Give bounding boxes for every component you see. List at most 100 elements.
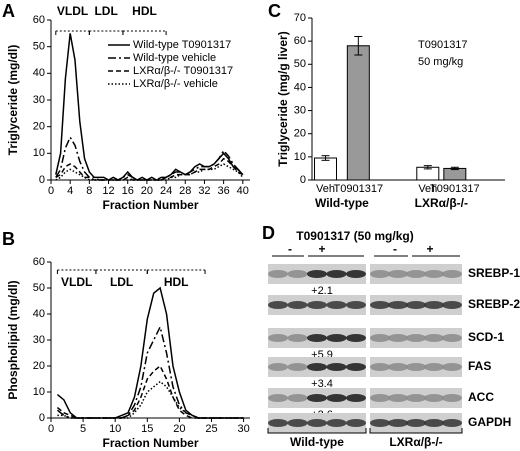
blot-band — [346, 301, 366, 309]
y-tick-label: 0 — [39, 174, 45, 186]
x-tick-label: 0 — [48, 423, 54, 435]
x-tick-label: 16 — [122, 185, 134, 197]
blot-band — [442, 301, 462, 309]
blot-band — [442, 334, 462, 342]
blot-band — [307, 334, 327, 342]
blot-band — [388, 363, 408, 371]
blot-band — [326, 394, 347, 402]
x-tick-label: 0 — [48, 185, 54, 197]
blot-band — [346, 363, 366, 371]
series-line — [56, 324, 244, 419]
bar — [314, 157, 338, 181]
series-line — [55, 163, 244, 181]
blot-band — [307, 270, 327, 278]
blot-band — [370, 419, 390, 427]
blot-band — [326, 301, 347, 309]
group-label: Wild-type — [315, 196, 369, 210]
y-tick-label: 20 — [33, 360, 45, 372]
blot-band — [442, 363, 462, 371]
annotation: 50 mg/kg — [418, 56, 463, 68]
blot-band — [287, 363, 308, 371]
y-tick-label: 30 — [33, 334, 45, 346]
panel-letter: D — [262, 223, 275, 243]
blot-band — [268, 394, 288, 402]
y-axis-label: Triglyceride (mg/dl) — [6, 45, 20, 156]
y-tick-label: 50 — [294, 58, 306, 70]
group-bracket — [369, 428, 463, 434]
group-bracket — [267, 428, 367, 434]
blot-band — [406, 363, 426, 371]
panel-letter: A — [2, 1, 15, 21]
x-tick-label: 8 — [86, 185, 92, 197]
blot-band — [388, 301, 408, 309]
blot-band — [326, 363, 347, 371]
blot-band — [424, 270, 444, 278]
lane-label: + — [426, 242, 433, 256]
lane-label: + — [318, 242, 325, 256]
x-tick-label: 24 — [160, 185, 172, 197]
x-tick-label: 15 — [141, 423, 153, 435]
blot-band — [307, 419, 327, 427]
legend-label: LXRα/β-/- vehicle — [133, 78, 218, 90]
y-tick-label: 50 — [33, 282, 45, 294]
x-tick-label: Veh — [316, 183, 335, 195]
x-tick-label: T0901317 — [334, 183, 384, 195]
y-tick-label: 60 — [33, 14, 45, 26]
blot-band — [268, 363, 288, 371]
legend-label: LXRα/β-/- T0901317 — [133, 65, 233, 77]
y-tick-label: 20 — [33, 121, 45, 133]
y-tick-label: 10 — [294, 151, 306, 163]
y-tick-label: 30 — [294, 104, 306, 116]
blot-band — [370, 270, 390, 278]
blot-band — [442, 419, 462, 427]
bar — [443, 167, 467, 181]
annotation: T0901317 — [418, 39, 468, 51]
x-tick-label: 28 — [179, 185, 191, 197]
group-label: LXRα/β-/- — [415, 196, 468, 210]
region-label: LDL — [94, 4, 117, 18]
blot-band — [326, 270, 347, 278]
region-label: LDL — [110, 275, 133, 289]
x-tick-label: 4 — [67, 185, 73, 197]
group-label: Wild-type — [290, 435, 344, 449]
series-line — [55, 157, 244, 181]
blot-band — [370, 394, 390, 402]
y-tick-label: 10 — [33, 147, 45, 159]
y-tick-label: 0 — [39, 412, 45, 424]
fold-change: +2.1 — [311, 285, 333, 297]
legend-label: Wild-type T0901317 — [133, 39, 231, 51]
group-label: LXRα/β-/- — [389, 435, 442, 449]
y-tick-label: 40 — [33, 67, 45, 79]
x-tick-label: Veh — [418, 183, 437, 195]
bar — [346, 45, 370, 181]
x-tick-label: 5 — [80, 423, 86, 435]
x-tick-label: 20 — [173, 423, 185, 435]
blot-band — [424, 394, 444, 402]
blot-band — [388, 334, 408, 342]
x-tick-label: 12 — [102, 185, 114, 197]
x-tick-label: T0901317 — [430, 183, 480, 195]
blot-band — [406, 419, 426, 427]
blot-band — [287, 270, 308, 278]
y-tick-label: 70 — [294, 12, 306, 24]
series-line — [55, 33, 244, 181]
region-label: HDL — [132, 4, 157, 18]
blot-band — [424, 301, 444, 309]
blot-band — [346, 270, 366, 278]
blot-band — [406, 394, 426, 402]
blot-band — [424, 419, 444, 427]
treatment-label: T0901317 (50 mg/kg) — [296, 229, 413, 243]
y-tick-label: 10 — [33, 386, 45, 398]
y-axis-label: Triglyceride (mg/g liver) — [276, 31, 290, 166]
x-tick-label: 36 — [218, 185, 230, 197]
panel-letter: C — [268, 1, 281, 21]
blot-band — [442, 394, 462, 402]
y-tick-label: 40 — [33, 308, 45, 320]
x-tick-label: 10 — [109, 423, 121, 435]
x-tick-label: 40 — [237, 185, 249, 197]
region-label: VLDL — [57, 4, 88, 18]
blot-band — [370, 363, 390, 371]
y-tick-label: 30 — [33, 94, 45, 106]
row-label: GAPDH — [468, 415, 511, 429]
y-tick-label: 20 — [294, 128, 306, 140]
